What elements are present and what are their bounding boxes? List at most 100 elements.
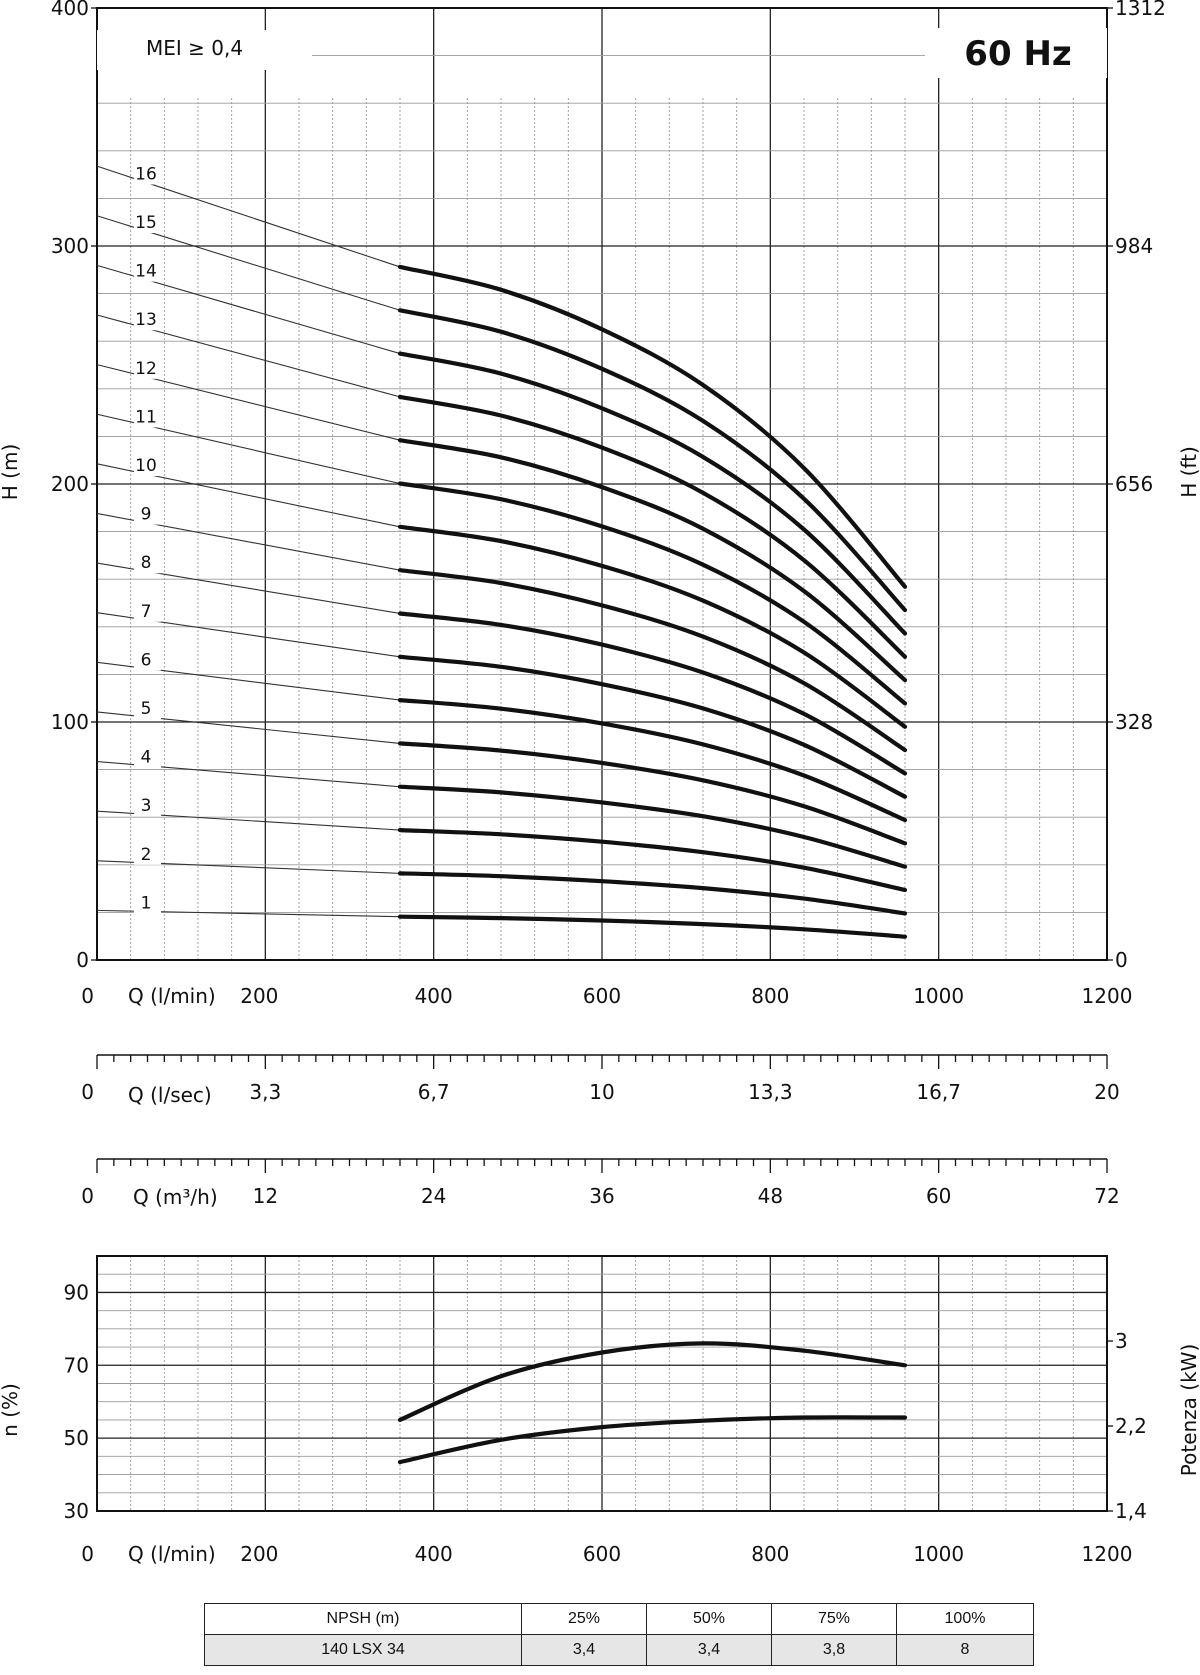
stage-label-bg	[134, 454, 161, 477]
eff-ylabel-right: Potenza (kW)	[1177, 1344, 1200, 1476]
eff-ytick-label: 30	[64, 1499, 89, 1523]
flow-scales: 0 3,3 6,7 10 13,3 16,7 20 0 12 24 36 48 60 72	[81, 1054, 1120, 1208]
eff-xtick-label: 400	[415, 1542, 453, 1566]
stage-label: 11	[135, 407, 157, 427]
stage-label: 15	[135, 213, 157, 233]
eff-xtick-label: 1200	[1082, 1542, 1133, 1566]
head-ytick-right-label: 0	[1115, 948, 1128, 972]
head-ytick-right-label: 656	[1115, 472, 1153, 496]
stage-curve	[397, 264, 908, 589]
npsh-table: NPSH (m) 25% 50% 75% 100% 140 LSX 34 3,4…	[204, 1603, 1034, 1666]
head-xlabel: Q (l/min)	[128, 984, 216, 1008]
stage-curve	[397, 568, 908, 753]
npsh-value-cell: 3,4	[646, 1634, 772, 1666]
stage-curve	[397, 741, 908, 846]
stage-label-bg	[134, 891, 161, 914]
head-ytick-label: 300	[51, 234, 89, 258]
stage-label: 14	[135, 262, 157, 282]
m3h-scale-tick-label: 36	[589, 1184, 614, 1208]
ls-scale-tick-label: 13,3	[748, 1080, 793, 1104]
head-xtick-label: 200	[240, 984, 278, 1008]
head-ytick-label: 200	[51, 472, 89, 496]
stage-label: 13	[135, 310, 157, 330]
table-row: 140 LSX 34 3,4 3,4 3,8 8	[204, 1634, 1034, 1666]
axis-labels: MEI ≥ 0,4 60 Hz H (m) H (ft) Q (l/min) Q…	[0, 28, 1200, 1566]
ls-scale-label: Q (l/sec)	[128, 1083, 212, 1107]
npsh-header-cell: 75%	[771, 1603, 897, 1635]
stage-label: 12	[135, 359, 157, 379]
stage-label: 6	[141, 650, 152, 670]
eff-ylabel-left: n (%)	[0, 1383, 22, 1437]
efficiency-power-curves	[397, 1341, 908, 1465]
stage-label-bg	[134, 259, 161, 282]
stage-label-bg	[134, 794, 161, 817]
eff-ytick-label: 50	[64, 1426, 89, 1450]
ls-scale-tick-label: 6,7	[418, 1080, 450, 1104]
stage-label: 2	[141, 845, 152, 865]
head-ytick-right-label: 1312	[1115, 0, 1166, 20]
head-ytick-right-label: 328	[1115, 710, 1153, 734]
stage-curve	[397, 438, 908, 683]
m3h-scale-tick-label: 48	[758, 1184, 783, 1208]
npsh-header-cell: 50%	[646, 1603, 772, 1635]
head-xtick-label: 400	[415, 984, 453, 1008]
stage-label: 1	[141, 893, 152, 913]
head-ylabel-left: H (m)	[0, 444, 22, 500]
stage-label: 4	[141, 748, 152, 768]
npsh-value-cell: 3,8	[771, 1634, 897, 1666]
m3h-scale-tick-label: 60	[926, 1184, 951, 1208]
frequency-label: 60 Hz	[964, 34, 1071, 74]
efficiency-chart-frame	[96, 1255, 1108, 1512]
eff-xtick-label: 200	[240, 1542, 278, 1566]
stage-label-bg	[134, 502, 161, 525]
head-xtick-label: 800	[751, 984, 789, 1008]
m3h-scale-tick-label: 72	[1094, 1184, 1119, 1208]
power-ytick-label: 2,2	[1115, 1414, 1147, 1438]
ls-scale-tick-label: 16,7	[916, 1080, 961, 1104]
stage-label-bg	[134, 551, 161, 574]
ls-scale-tick-label: 3,3	[249, 1080, 281, 1104]
stage-label-bg	[134, 211, 161, 234]
eff-xtick-label: 800	[751, 1542, 789, 1566]
head-curves	[397, 264, 908, 939]
stage-label-bg	[134, 697, 161, 720]
power-ytick-label: 1,4	[1115, 1499, 1147, 1523]
stage-label-bg	[134, 162, 161, 185]
head-xtick-label: 0	[81, 984, 94, 1008]
stage-label-bg	[134, 648, 161, 671]
stage-label: 5	[141, 699, 152, 719]
m3h-scale-tick-label: 12	[253, 1184, 278, 1208]
mei-annotation: MEI ≥ 0,4	[146, 36, 243, 60]
stage-curve	[397, 654, 908, 799]
head-xtick-label: 1200	[1082, 984, 1133, 1008]
head-ytick-label: 400	[51, 0, 89, 20]
eff-xtick-label: 0	[81, 1542, 94, 1566]
head-xtick-label: 600	[583, 984, 621, 1008]
power-curve	[397, 1415, 908, 1465]
eff-xtick-label: 600	[583, 1542, 621, 1566]
eff-xlabel: Q (l/min)	[128, 1542, 216, 1566]
table-header-row: NPSH (m) 25% 50% 75% 100%	[204, 1603, 1034, 1635]
stage-curve	[397, 611, 908, 776]
ls-scale-tick-label: 20	[1094, 1080, 1119, 1104]
stage-label-bg	[134, 356, 161, 379]
npsh-header-cell: 25%	[521, 1603, 647, 1635]
stage-curve	[397, 308, 908, 613]
stage-label: 8	[141, 553, 152, 573]
efficiency-curve	[397, 1341, 908, 1422]
eff-ytick-label: 90	[64, 1280, 89, 1304]
stage-label: 9	[141, 505, 152, 525]
stage-curve	[397, 871, 908, 916]
ls-scale-tick-label: 0	[81, 1080, 94, 1104]
stage-curve	[397, 481, 908, 706]
head-ytick-label: 100	[51, 710, 89, 734]
m3h-scale-label: Q (m³/h)	[133, 1185, 218, 1209]
stage-label-bg	[134, 745, 161, 768]
eff-xtick-label: 1000	[913, 1542, 964, 1566]
npsh-header-cell: NPSH (m)	[204, 1603, 522, 1635]
power-ytick-label: 3	[1115, 1329, 1128, 1353]
stage-label: 3	[141, 796, 152, 816]
